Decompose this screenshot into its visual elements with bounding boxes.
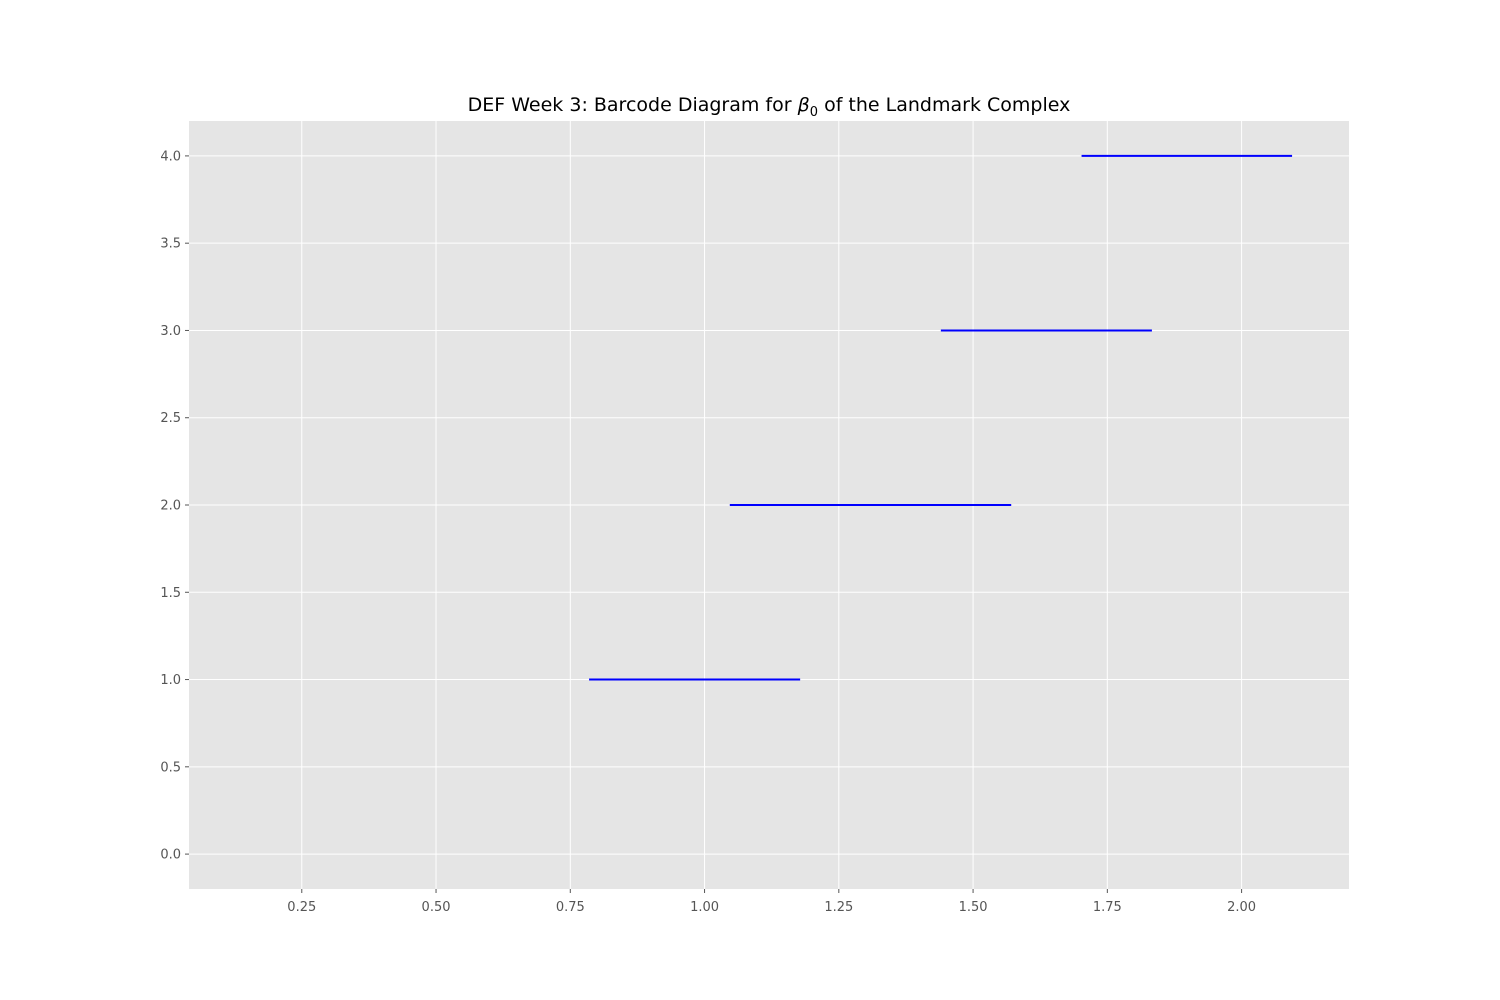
- y-tick-label: 4.0: [160, 149, 181, 164]
- chart-title: DEF Week 3: Barcode Diagram for β0 of th…: [468, 94, 1071, 120]
- chart-title-suffix: of the Landmark Complex: [818, 94, 1070, 116]
- x-tick-label: 1.50: [959, 900, 988, 915]
- y-axis: 0.0 0.5 1.0 1.5 2.0 2.5 3.0 3.5 4.0: [160, 149, 189, 863]
- x-tick-label: 1.75: [1093, 900, 1122, 915]
- x-tick-label: 2.00: [1227, 900, 1256, 915]
- barcode-bars: [589, 154, 1293, 681]
- chart-title-symbol: β: [797, 94, 810, 116]
- y-tick-label: 3.0: [160, 324, 181, 339]
- x-tick-label: 1.25: [824, 900, 853, 915]
- y-tick-label: 0.5: [160, 760, 181, 775]
- y-tick-label: 2.5: [160, 411, 181, 426]
- y-tick-label: 0.0: [160, 848, 181, 863]
- x-tick-label: 0.75: [556, 900, 585, 915]
- chart-title-prefix: DEF Week 3: Barcode Diagram for: [468, 94, 798, 116]
- y-tick-label: 1.0: [160, 673, 181, 688]
- y-tick-label: 2.0: [160, 499, 181, 514]
- x-tick-label: 0.50: [422, 900, 451, 915]
- x-tick-label: 0.25: [287, 900, 316, 915]
- x-tick-label: 1.00: [690, 900, 719, 915]
- chart-title-subscript: 0: [810, 105, 818, 120]
- y-tick-label: 1.5: [160, 586, 181, 601]
- x-axis: 0.25 0.50 0.75 1.00 1.25 1.50 1.75 2.00: [287, 889, 1256, 915]
- y-tick-label: 3.5: [160, 237, 181, 252]
